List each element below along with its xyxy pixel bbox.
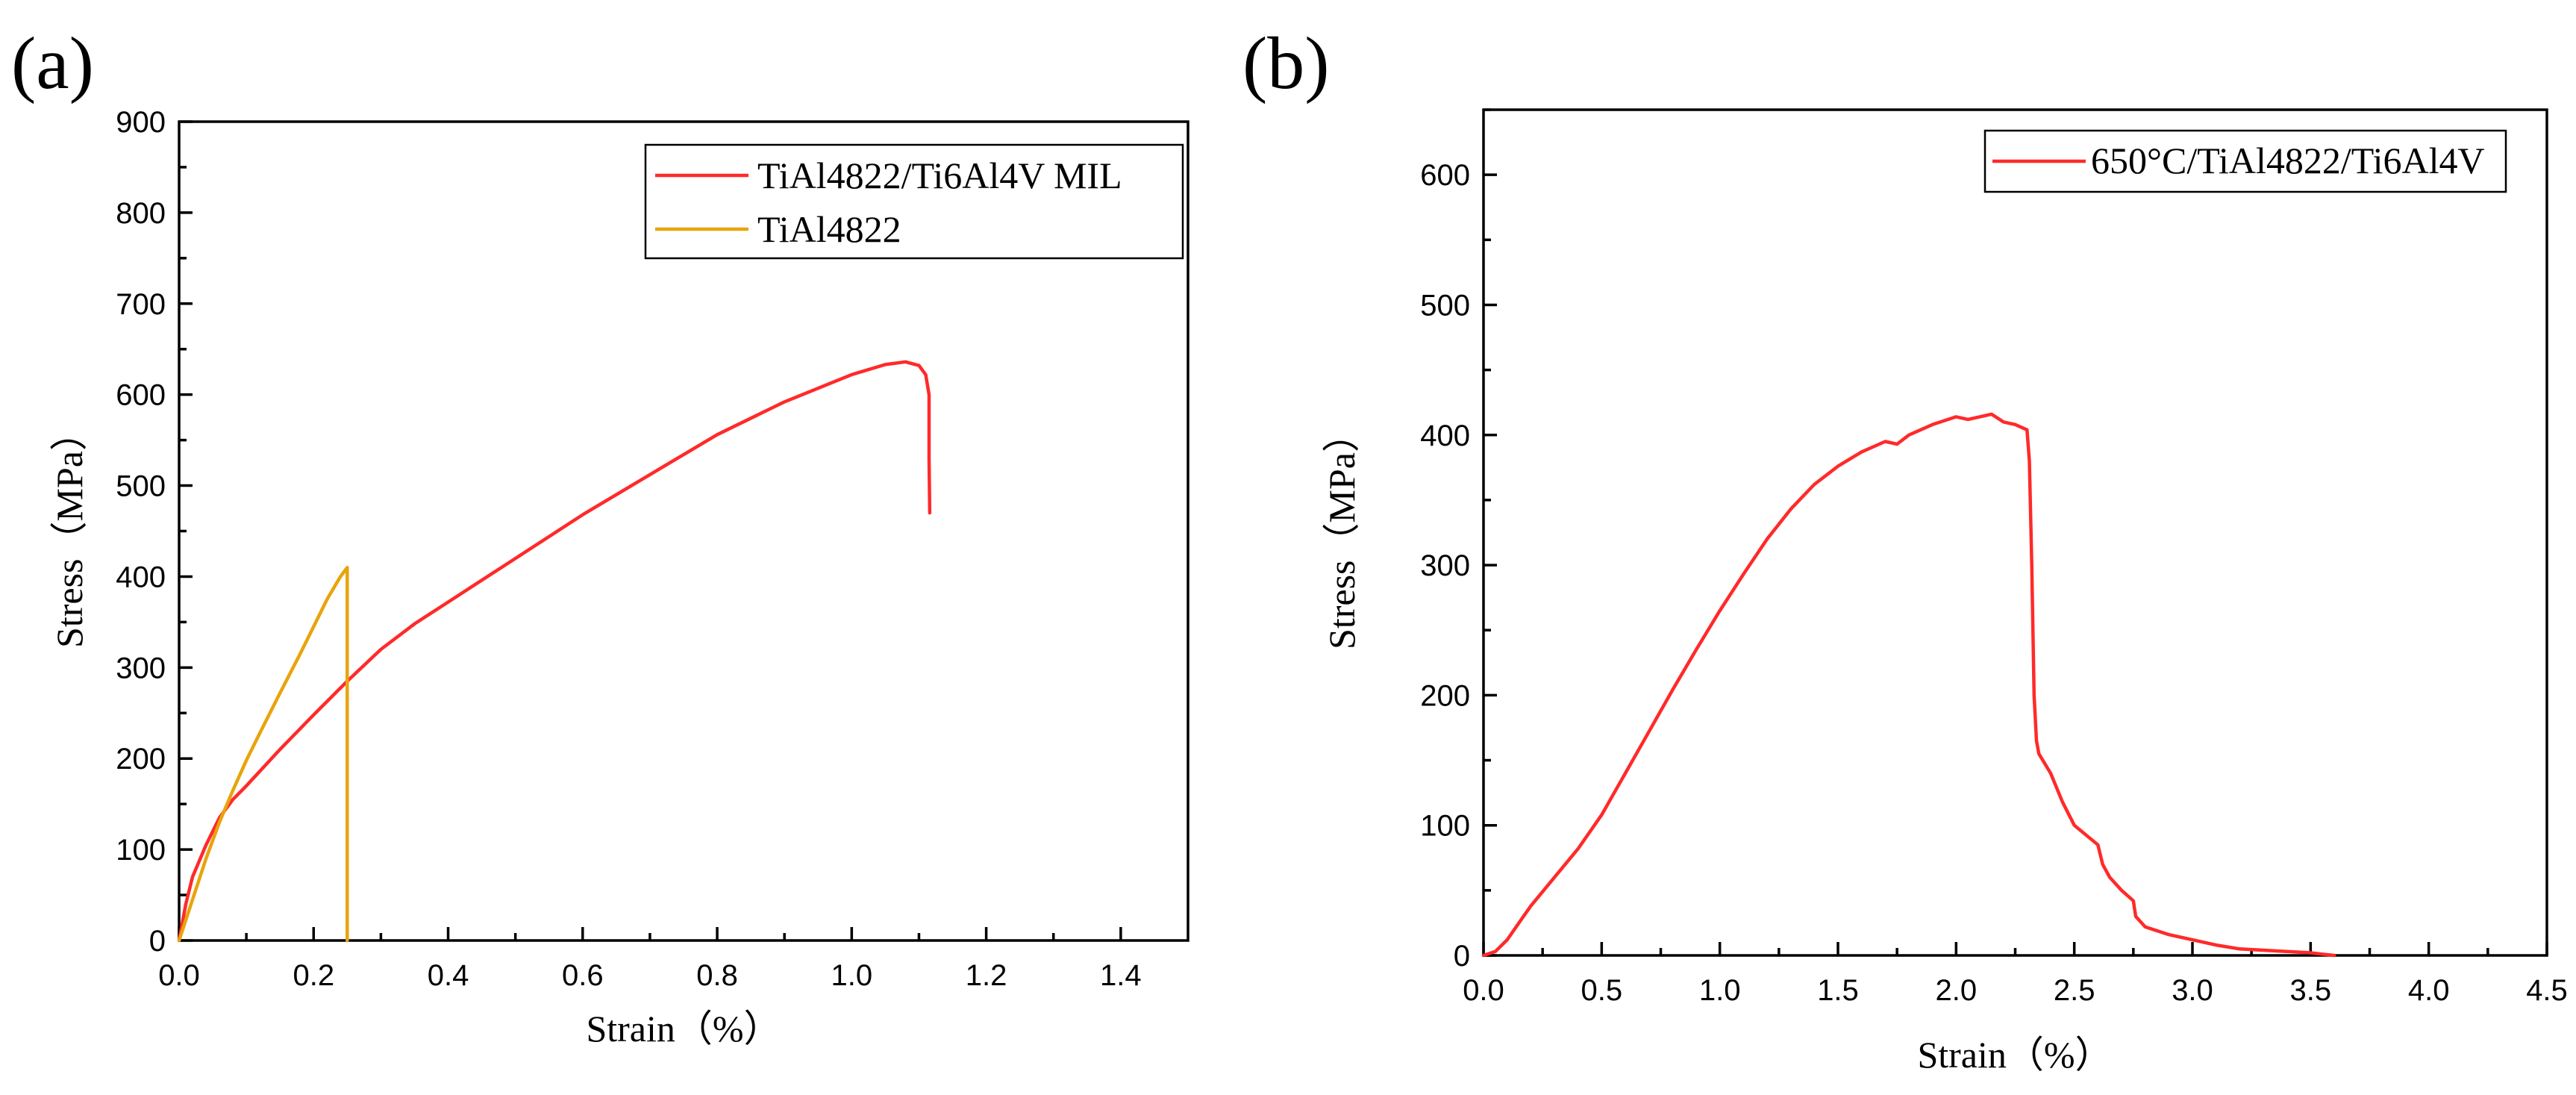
x-tick-label: 3.5 (2290, 974, 2332, 1007)
y-tick-label: 600 (116, 379, 166, 412)
panel-a-label: (a) (11, 22, 94, 104)
legend-label-tial4822: TiAl4822 (757, 208, 901, 250)
panel-b-label: (b) (1242, 22, 1330, 104)
x-tick-label: 0.0 (1463, 974, 1504, 1007)
panel-b-x-axis-title: Strain（%） (1917, 1034, 2112, 1076)
panel-b-chart: (b) 0.0 0.5 1.0 1.5 2.0 2.5 3.0 3.5 4.0 4.5 0 100 2… (1242, 22, 2568, 1076)
x-tick-label: 3.0 (2172, 974, 2213, 1007)
panel-a-y-ticks: 0 100 200 300 400 500 600 700 800 900 (116, 106, 193, 958)
panel-b-legend: 650°C/TiAl4822/Ti6Al4V (1983, 129, 2507, 193)
x-tick-label: 0.4 (428, 959, 469, 992)
panel-b-series-layer (1481, 412, 2336, 958)
series-line-tial4822 (177, 566, 349, 943)
y-tick-label: 800 (116, 197, 166, 230)
panel-b-x-ticks: 0.0 0.5 1.0 1.5 2.0 2.5 3.0 3.5 4.0 4.5 (1463, 942, 2568, 1007)
series-line-650-c-tial4822-ti6al4v (1481, 412, 2336, 958)
x-tick-label: 4.0 (2408, 974, 2450, 1007)
y-tick-label: 0 (1454, 940, 1470, 973)
x-tick-label: 1.2 (966, 959, 1007, 992)
y-tick-label: 500 (1420, 289, 1470, 322)
x-tick-label: 1.0 (831, 959, 873, 992)
panel-a-legend: TiAl4822/Ti6Al4V MIL TiAl4822 (644, 143, 1184, 260)
panel-a-x-axis-title: Strain（%） (586, 1008, 781, 1049)
panel-b-y-axis-title: Stress（MPa） (1321, 415, 1363, 649)
panel-b-y-ticks: 0 100 200 300 400 500 600 (1420, 108, 1497, 973)
y-tick-label: 600 (1420, 159, 1470, 192)
panel-b-plot-frame (1482, 108, 2548, 957)
x-tick-label: 0.0 (158, 959, 200, 992)
panel-a-legend-box (644, 143, 1184, 260)
panel-a-series-layer (177, 360, 932, 943)
legend-label-650c-tial4822-ti6al4v: 650°C/TiAl4822/Ti6Al4V (2091, 140, 2485, 181)
x-tick-label: 0.2 (293, 959, 334, 992)
y-tick-label: 900 (116, 106, 166, 139)
x-tick-label: 2.5 (2054, 974, 2095, 1007)
y-tick-label: 700 (116, 288, 166, 321)
legend-label-tial4822-ti6al4v-mil: TiAl4822/Ti6Al4V MIL (757, 155, 1122, 196)
y-tick-label: 200 (116, 743, 166, 776)
x-tick-label: 0.6 (562, 959, 604, 992)
x-tick-label: 2.0 (1936, 974, 1978, 1007)
y-tick-label: 400 (1420, 419, 1470, 452)
y-tick-label: 100 (116, 834, 166, 867)
series-line-tial4822-ti6al4v-mil (177, 360, 932, 943)
x-tick-label: 1.5 (1817, 974, 1859, 1007)
panel-a-y-axis-title: Stress（MPa） (49, 414, 90, 648)
x-tick-label: 0.8 (696, 959, 738, 992)
y-tick-label: 400 (116, 561, 166, 593)
x-tick-label: 4.5 (2526, 974, 2568, 1007)
y-tick-label: 200 (1420, 679, 1470, 712)
y-tick-label: 300 (1420, 549, 1470, 582)
x-tick-label: 1.4 (1100, 959, 1142, 992)
panel-a-chart: (a) 0.0 0.2 0.4 0.6 0.8 1.0 1.2 1.4 0 100 200 300 4… (11, 22, 1189, 1049)
y-tick-label: 0 (149, 925, 166, 958)
panel-a-x-ticks: 0.0 0.2 0.4 0.6 0.8 1.0 1.2 1.4 (158, 927, 1142, 992)
x-tick-label: 0.5 (1581, 974, 1623, 1007)
y-tick-label: 100 (1420, 810, 1470, 843)
x-tick-label: 1.0 (1699, 974, 1741, 1007)
y-tick-label: 300 (116, 652, 166, 684)
y-tick-label: 500 (116, 470, 166, 503)
